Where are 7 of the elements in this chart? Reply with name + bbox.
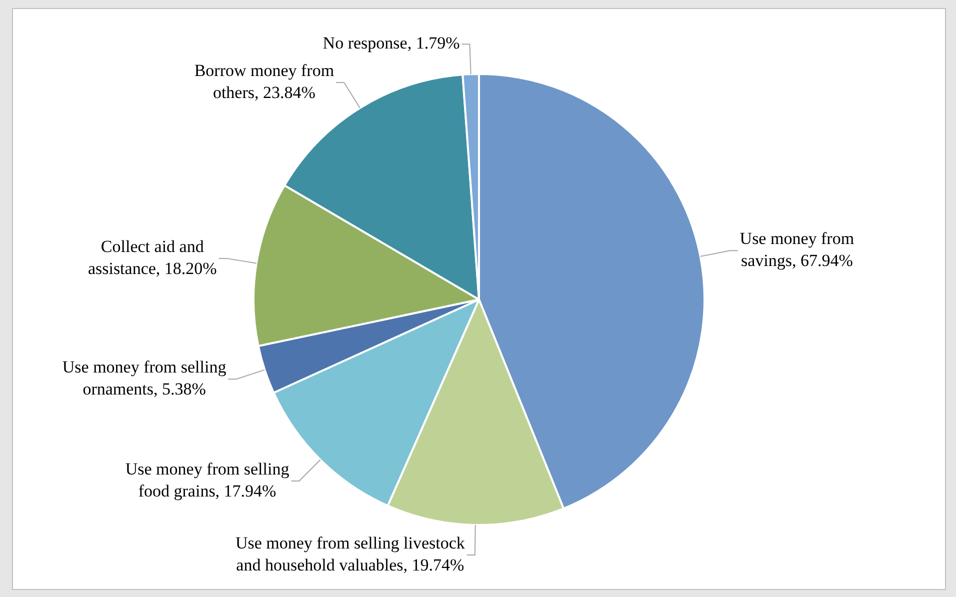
slice-label: Use money from selling ornaments, 5.38% — [62, 358, 227, 399]
slice-label: Collect aid and assistance, 18.20% — [88, 236, 217, 278]
slice-label: Borrow money from others, 23.84% — [194, 61, 334, 102]
slice-label: Use money from selling livestock and household valuables, 19.74% — [235, 533, 466, 574]
slice-label: No response, 1.79% — [322, 34, 460, 53]
slice-label: Use money from savings, 67.94% — [740, 229, 854, 270]
slice-label: Use money from selling food grains, 17.94% — [125, 460, 290, 501]
